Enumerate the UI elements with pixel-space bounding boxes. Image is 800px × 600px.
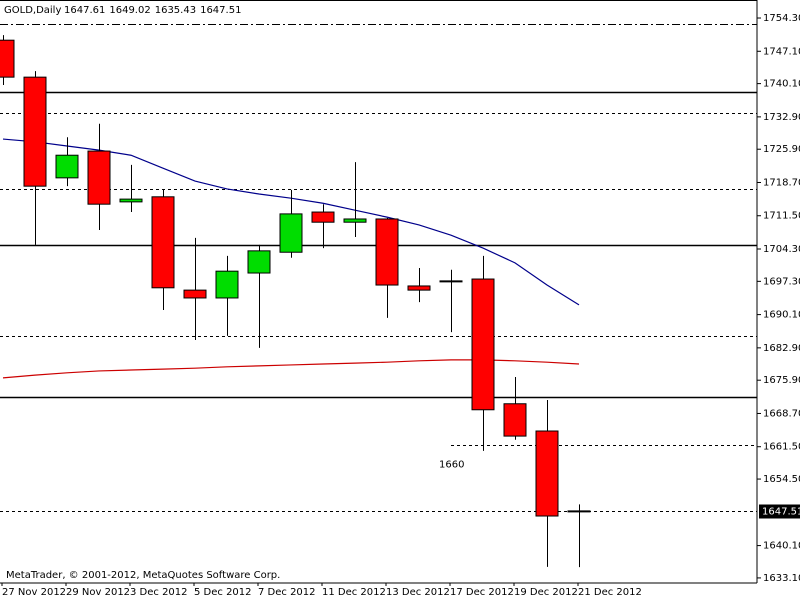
candle-body [151,196,175,289]
ohlc-value: 1649.02 [109,5,150,16]
y-tick-label: 1668.70 [763,408,800,419]
plot-area: 1660 [0,24,757,568]
candle-body [343,218,367,223]
ohlc-header: 1647.61 1649.02 1635.43 1647.51 [64,5,241,16]
y-tick-label: 1740.10 [763,79,800,90]
candle-body [215,270,239,299]
y-tick-label: 1697.30 [763,276,800,287]
ohlc-value: 1647.51 [200,5,241,16]
ohlc-value: 1635.43 [155,5,196,16]
footer: MetaTrader, © 2001-2012, MetaQuotes Soft… [6,570,280,581]
candle-body [503,403,527,437]
candle-body [311,211,335,223]
y-tick-label: 1732.90 [763,112,800,123]
candle-body [407,285,431,291]
y-tick-label: 1675.90 [763,375,800,386]
y-tick-label: 1718.70 [763,177,800,188]
y-tick-label: 1633.10 [763,573,800,584]
x-tick-label: 7 Dec 2012 [258,587,316,598]
candle-body [471,278,495,411]
y-tick-label: 1711.50 [763,211,800,222]
x-tick-label: 5 Dec 2012 [194,587,252,598]
x-tick-label: 21 Dec 2012 [578,587,642,598]
candle-body [87,150,111,205]
annotation: 1660 [439,460,464,471]
y-tick-label: 1747.10 [763,46,800,57]
y-tick-label: 1704.30 [763,244,800,255]
x-tick-label: 29 Nov 2012 [66,587,130,598]
y-tick-label: 1690.10 [763,310,800,321]
y-tick-label: 1661.50 [763,442,800,453]
candle-body [55,154,79,179]
candle-body [279,213,303,253]
x-tick-label: 27 Nov 2012 [2,587,66,598]
ohlc-value: 1647.61 [64,5,105,16]
candle-body [0,39,15,78]
candle-body [375,218,399,286]
candle-body [567,510,591,513]
x-tick-label: 17 Dec 2012 [450,587,514,598]
candle-body [535,430,559,517]
candle-body [119,198,143,203]
y-tick-label: 1725.90 [763,144,800,155]
price-box [759,504,800,519]
x-tick-label: 3 Dec 2012 [130,587,188,598]
price-label: 1647.51 [762,507,800,518]
y-tick-label: 1640.10 [763,541,800,552]
candle-body [23,76,47,187]
candle-body [247,250,271,274]
candle-body [439,280,463,283]
y-tick-label: 1682.90 [763,343,800,354]
x-tick-label: 19 Dec 2012 [514,587,578,598]
x-tick-label: 13 Dec 2012 [386,587,450,598]
y-tick-label: 1754.30 [763,13,800,24]
chart-title: GOLD,Daily [4,5,61,16]
candle-body [183,289,207,299]
x-tick-label: 11 Dec 2012 [322,587,386,598]
y-tick-label: 1654.50 [763,474,800,485]
